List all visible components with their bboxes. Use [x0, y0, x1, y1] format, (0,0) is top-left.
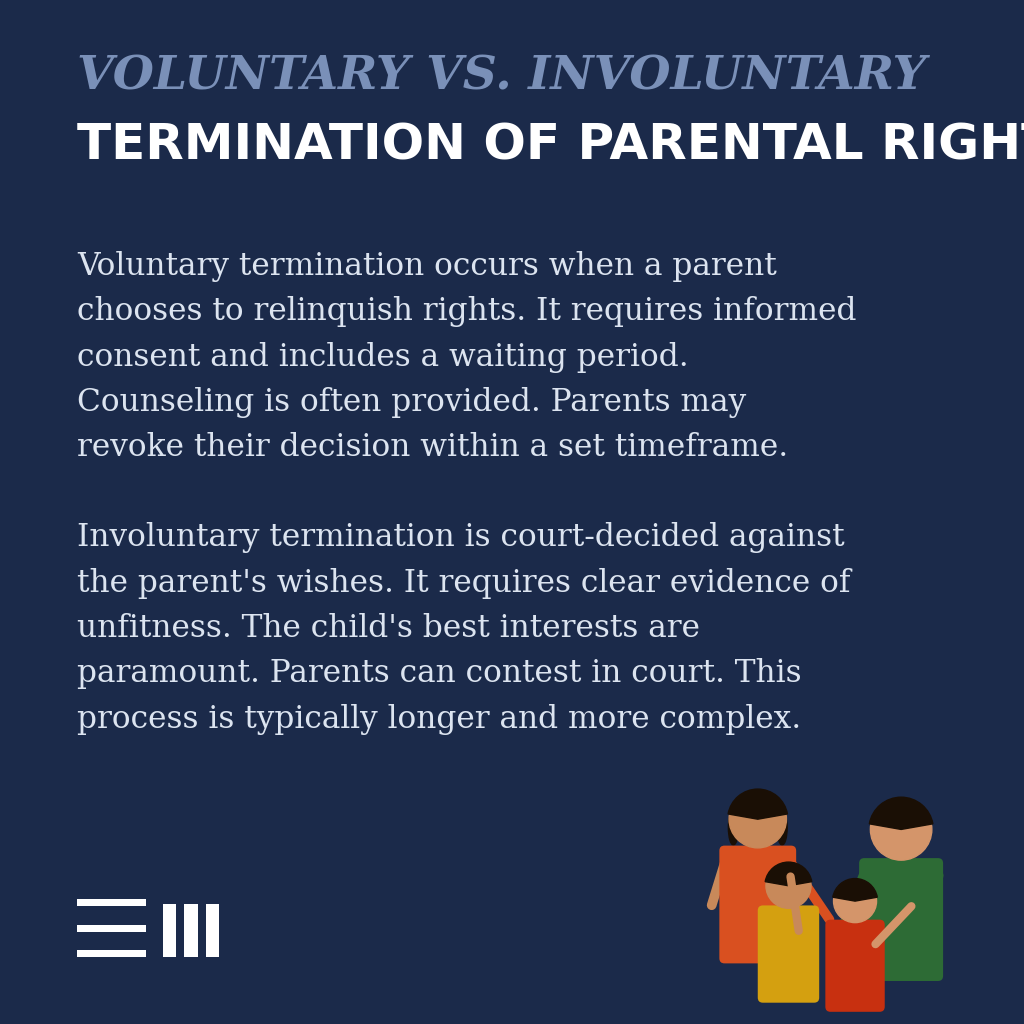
Text: TERMINATION OF PARENTAL RIGHTS: TERMINATION OF PARENTAL RIGHTS	[77, 122, 1024, 169]
Wedge shape	[833, 879, 878, 901]
FancyBboxPatch shape	[77, 925, 146, 932]
FancyBboxPatch shape	[825, 920, 885, 1012]
Circle shape	[834, 880, 877, 923]
Wedge shape	[869, 797, 933, 829]
FancyBboxPatch shape	[77, 950, 146, 957]
Wedge shape	[765, 862, 812, 886]
FancyBboxPatch shape	[758, 905, 819, 1002]
Ellipse shape	[777, 811, 787, 845]
FancyBboxPatch shape	[163, 904, 176, 957]
Text: VOLUNTARY VS. INVOLUNTARY: VOLUNTARY VS. INVOLUNTARY	[77, 54, 926, 99]
Wedge shape	[728, 790, 787, 819]
Circle shape	[729, 791, 786, 848]
FancyBboxPatch shape	[719, 846, 797, 964]
Circle shape	[766, 863, 811, 908]
Ellipse shape	[728, 811, 738, 845]
Text: Voluntary termination occurs when a parent
chooses to relinquish rights. It requ: Voluntary termination occurs when a pare…	[77, 251, 856, 464]
Text: Involuntary termination is court-decided against
the parent's wishes. It require: Involuntary termination is court-decided…	[77, 522, 850, 735]
FancyBboxPatch shape	[206, 904, 219, 957]
Circle shape	[870, 799, 932, 860]
FancyBboxPatch shape	[859, 858, 943, 981]
FancyBboxPatch shape	[77, 899, 146, 906]
FancyBboxPatch shape	[184, 904, 198, 957]
